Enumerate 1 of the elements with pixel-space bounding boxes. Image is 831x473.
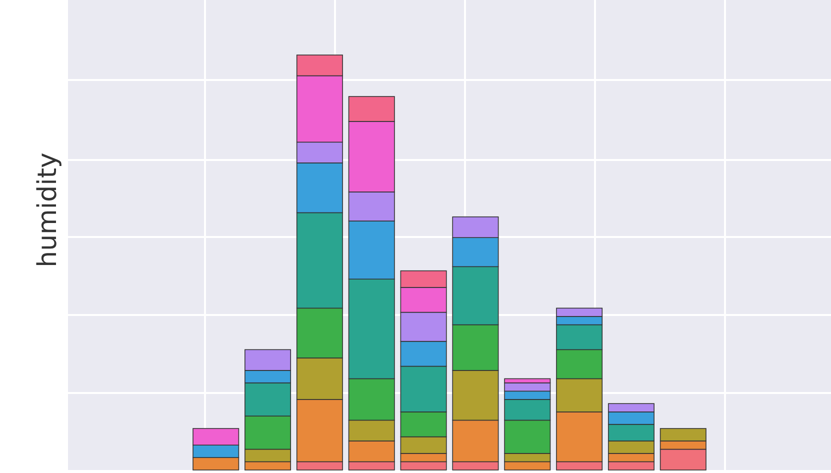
y-axis-title: humidity — [33, 152, 63, 268]
